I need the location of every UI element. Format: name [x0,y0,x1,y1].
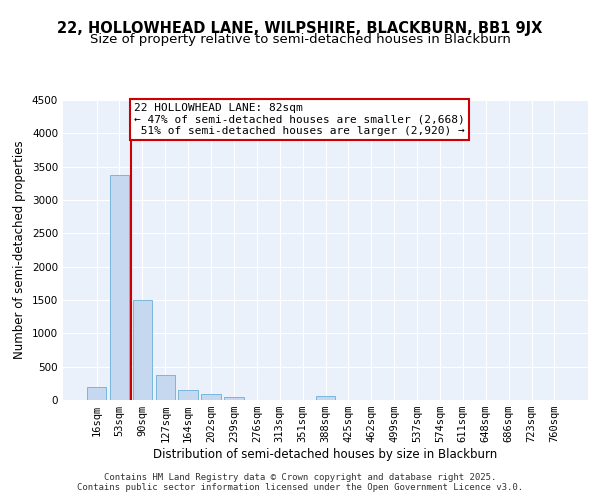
X-axis label: Distribution of semi-detached houses by size in Blackburn: Distribution of semi-detached houses by … [154,448,497,461]
Text: Contains HM Land Registry data © Crown copyright and database right 2025.
Contai: Contains HM Land Registry data © Crown c… [77,473,523,492]
Text: 22, HOLLOWHEAD LANE, WILPSHIRE, BLACKBURN, BB1 9JX: 22, HOLLOWHEAD LANE, WILPSHIRE, BLACKBUR… [58,22,542,36]
Text: Size of property relative to semi-detached houses in Blackburn: Size of property relative to semi-detach… [89,34,511,46]
Bar [316,396,335,400]
Bar [155,374,175,400]
Bar [224,397,244,400]
Bar [133,300,152,400]
Bar [178,390,198,400]
Y-axis label: Number of semi-detached properties: Number of semi-detached properties [13,140,26,360]
Bar [110,174,129,400]
Bar [202,394,221,400]
Bar [87,386,106,400]
Text: 22 HOLLOWHEAD LANE: 82sqm
← 47% of semi-detached houses are smaller (2,668)
 51%: 22 HOLLOWHEAD LANE: 82sqm ← 47% of semi-… [134,102,465,136]
